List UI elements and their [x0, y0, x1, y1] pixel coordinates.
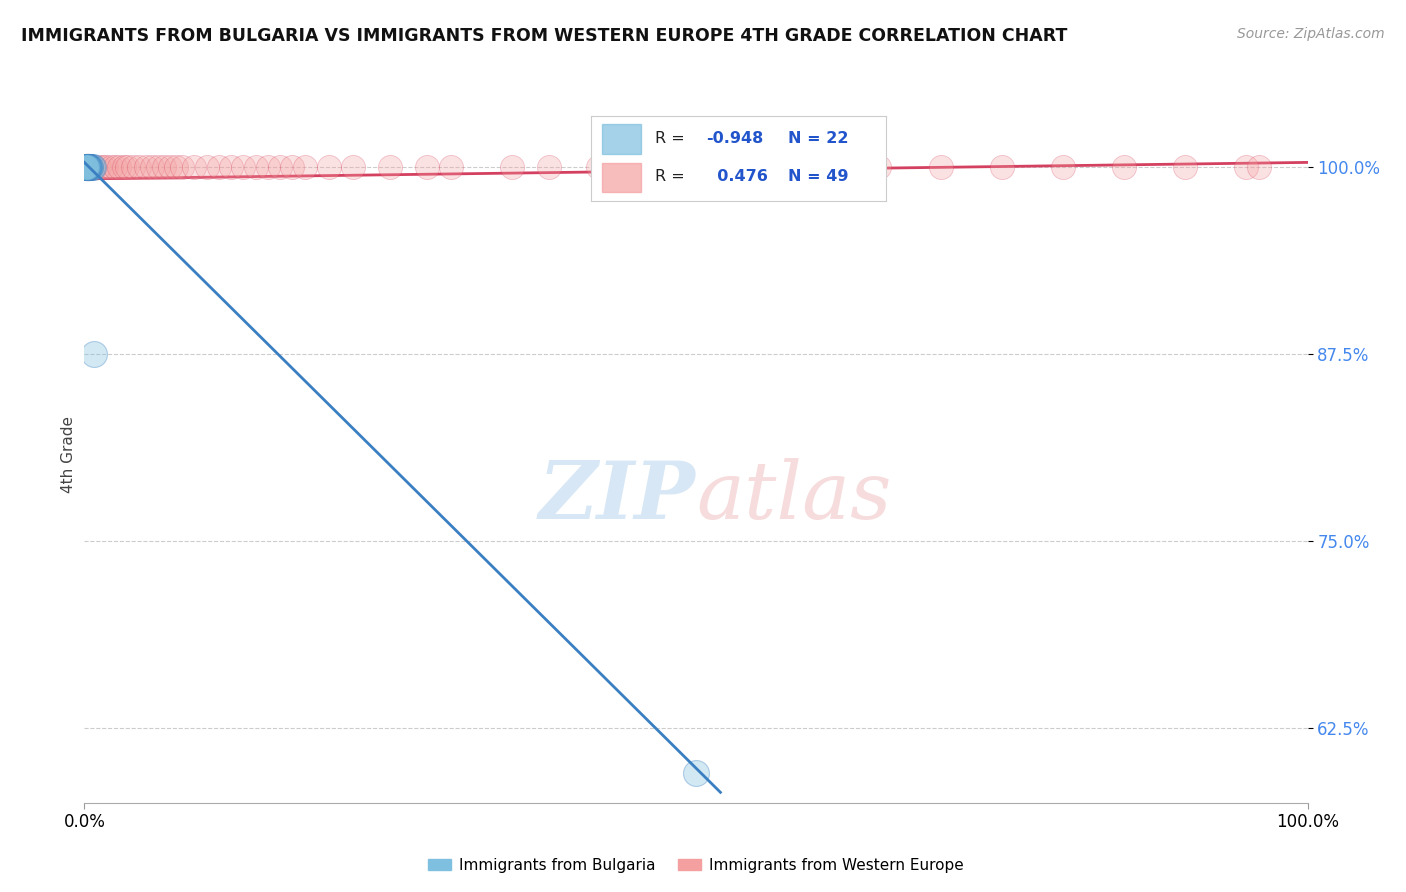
- Point: [232, 160, 254, 174]
- Point: [747, 160, 769, 174]
- Point: [501, 160, 523, 174]
- Point: [77, 160, 100, 174]
- Point: [183, 160, 205, 174]
- Point: [100, 160, 122, 174]
- Point: [77, 160, 100, 174]
- Point: [281, 160, 304, 174]
- Point: [107, 160, 129, 174]
- Point: [91, 160, 114, 174]
- Text: ZIP: ZIP: [538, 458, 696, 535]
- Text: 0.476: 0.476: [706, 169, 768, 185]
- Point: [1234, 160, 1257, 174]
- Point: [79, 160, 101, 174]
- Point: [380, 160, 402, 174]
- Text: -0.948: -0.948: [706, 131, 763, 146]
- Point: [77, 160, 100, 174]
- Point: [1114, 160, 1136, 174]
- Point: [318, 160, 340, 174]
- Point: [269, 160, 291, 174]
- Point: [342, 160, 364, 174]
- Point: [82, 160, 104, 174]
- Point: [416, 160, 439, 174]
- Point: [76, 160, 98, 174]
- Point: [685, 160, 707, 174]
- Point: [96, 160, 118, 174]
- Point: [208, 160, 231, 174]
- Point: [79, 160, 101, 174]
- Text: R =: R =: [655, 169, 690, 185]
- Point: [77, 160, 100, 174]
- Point: [122, 160, 145, 174]
- Point: [77, 160, 100, 174]
- Text: N = 49: N = 49: [789, 169, 849, 185]
- Point: [80, 160, 103, 174]
- Point: [586, 160, 609, 174]
- Point: [172, 160, 194, 174]
- Point: [685, 765, 707, 780]
- Y-axis label: 4th Grade: 4th Grade: [60, 417, 76, 493]
- Point: [257, 160, 280, 174]
- Point: [76, 160, 98, 174]
- Point: [153, 160, 176, 174]
- Point: [195, 160, 218, 174]
- Point: [75, 160, 97, 174]
- Point: [869, 160, 891, 174]
- Point: [75, 160, 97, 174]
- Point: [77, 160, 100, 174]
- Point: [104, 160, 127, 174]
- Point: [990, 160, 1012, 174]
- Point: [115, 160, 138, 174]
- Point: [1052, 160, 1074, 174]
- Point: [77, 160, 100, 174]
- Legend: Immigrants from Bulgaria, Immigrants from Western Europe: Immigrants from Bulgaria, Immigrants fro…: [422, 852, 970, 879]
- Point: [1174, 160, 1197, 174]
- Point: [159, 160, 181, 174]
- Point: [807, 160, 830, 174]
- Point: [165, 160, 187, 174]
- Point: [624, 160, 647, 174]
- Text: N = 22: N = 22: [789, 131, 849, 146]
- Point: [294, 160, 316, 174]
- Point: [112, 160, 135, 174]
- Text: Source: ZipAtlas.com: Source: ZipAtlas.com: [1237, 27, 1385, 41]
- Bar: [602, 124, 641, 154]
- Point: [538, 160, 561, 174]
- Point: [79, 160, 101, 174]
- Point: [135, 160, 157, 174]
- Point: [75, 160, 97, 174]
- Point: [245, 160, 267, 174]
- Text: R =: R =: [655, 131, 690, 146]
- Point: [141, 160, 163, 174]
- Point: [440, 160, 463, 174]
- Point: [76, 160, 98, 174]
- Point: [76, 160, 98, 174]
- Point: [929, 160, 952, 174]
- Point: [83, 347, 105, 361]
- Point: [83, 160, 105, 174]
- Text: atlas: atlas: [696, 458, 891, 535]
- Point: [146, 160, 169, 174]
- Point: [77, 160, 100, 174]
- Text: IMMIGRANTS FROM BULGARIA VS IMMIGRANTS FROM WESTERN EUROPE 4TH GRADE CORRELATION: IMMIGRANTS FROM BULGARIA VS IMMIGRANTS F…: [21, 27, 1067, 45]
- Bar: [602, 162, 641, 192]
- Point: [87, 160, 110, 174]
- Point: [219, 160, 242, 174]
- Point: [1247, 160, 1270, 174]
- Point: [76, 160, 98, 174]
- Point: [128, 160, 150, 174]
